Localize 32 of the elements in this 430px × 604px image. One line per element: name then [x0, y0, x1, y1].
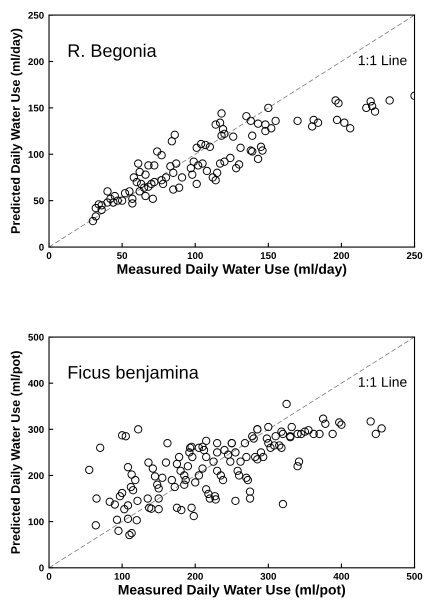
- x-tick-label: 50: [117, 252, 128, 260]
- y-tick-label: 200: [28, 58, 44, 66]
- y-axis-title: Predicted Daily Water Use (ml/pot): [10, 351, 22, 554]
- y-tick-label: 150: [28, 104, 44, 112]
- x-tick-label: 500: [406, 572, 422, 580]
- text: Ficus benjamina: [68, 365, 199, 382]
- y-tick-label: 100: [28, 518, 44, 526]
- x-tick-label: 0: [46, 572, 52, 580]
- y-tick-label: 0: [39, 564, 44, 572]
- y-axis-title: Predicted Daily Water Use (ml/day): [10, 28, 22, 234]
- y-tick-label: 250: [28, 12, 44, 19]
- series-label: 1:1 Line: [358, 55, 407, 66]
- x-tick-label: 150: [260, 252, 276, 260]
- x-tick-label: 100: [188, 252, 203, 260]
- x-tick-label: 100: [114, 572, 130, 580]
- y-tick-label: 50: [34, 197, 44, 204]
- y-tick-label: 400: [28, 380, 44, 387]
- y-tick-label: 100: [28, 150, 44, 158]
- x-axis-title: Measured Daily Water Use (ml/day): [118, 264, 346, 277]
- x-tick-label: 0: [46, 252, 52, 260]
- y-tick-label: 0: [39, 244, 44, 251]
- series-label: 1:1 Line: [358, 376, 407, 387]
- x-tick-label: 300: [260, 572, 276, 580]
- text: R. Begonia: [68, 44, 157, 61]
- x-axis-title: Measured Daily Water Use (ml/pot): [118, 584, 346, 598]
- x-tick-label: 400: [333, 572, 350, 580]
- x-tick-label: 250: [406, 252, 422, 260]
- y-tick-label: 300: [28, 426, 44, 433]
- y-tick-label: 500: [28, 334, 44, 341]
- x-tick-label: 200: [187, 572, 203, 580]
- x-tick-label: 200: [334, 252, 350, 260]
- y-tick-label: 200: [28, 472, 44, 480]
